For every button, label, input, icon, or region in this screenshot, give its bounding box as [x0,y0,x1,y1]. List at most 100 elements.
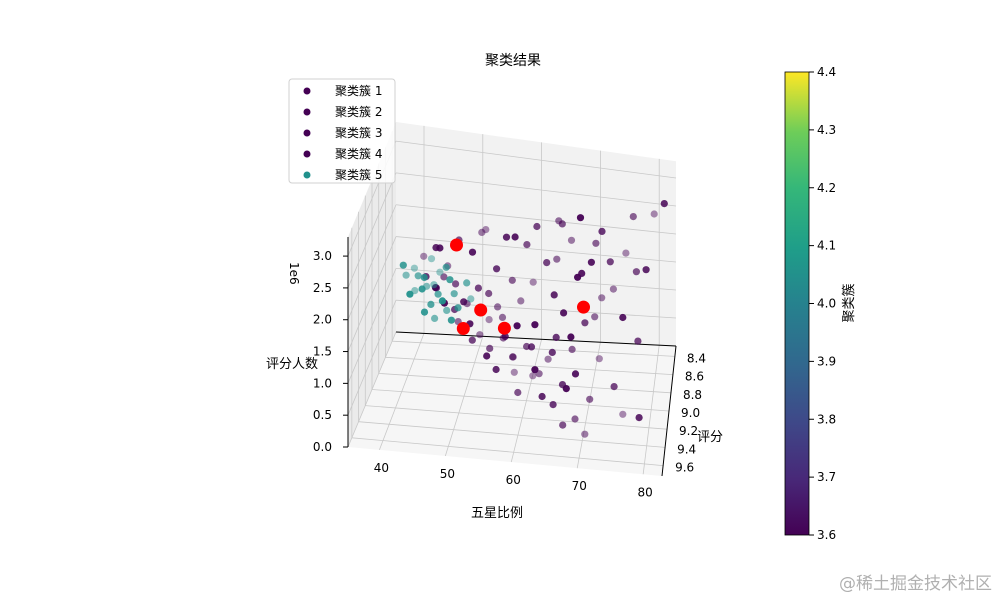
colorbar-tick-label: 4.3 [817,123,836,137]
data-point-teal [434,290,442,298]
colorbar-tick-label: 3.9 [817,354,836,368]
y-axis-line [395,331,677,347]
data-point-teal [420,273,428,282]
data-point-purple [440,273,448,281]
centroid-point [456,322,470,335]
data-point-teal [430,281,438,289]
colorbar-tick-label: 4.2 [817,181,836,195]
data-point-purple [592,239,600,247]
data-point-purple [510,368,518,376]
legend-label: 聚类簇 2 [335,104,382,119]
data-point-purple [550,291,558,299]
data-point-purple [527,343,536,351]
colorbar-tick-label: 4.0 [817,297,836,311]
data-point-purple [529,372,537,380]
data-point-teal [467,295,475,303]
data-point-purple [543,259,551,267]
centroid-point [497,321,511,335]
data-point-purple [468,336,476,344]
grid-line-x [351,437,664,466]
data-point-teal [436,268,444,276]
grid-line-x [385,356,673,375]
colorbar-gradient [784,71,810,536]
watermark: @稀土掘金技术社区 [839,574,992,594]
data-point-purple [598,294,606,302]
data-point-purple [511,233,519,241]
data-point-purple [531,321,539,329]
data-point-purple [581,319,589,327]
floor-pane [348,332,676,476]
x-tick-label: 8.4 [687,351,706,365]
data-point-purple [483,352,491,360]
x-axis-label: 评分 [697,430,723,445]
data-point-purple [595,355,603,363]
z-tick-label: 2.5 [313,281,332,295]
data-point-purple [581,430,589,438]
y-tick-label: 60 [506,473,521,487]
data-point-purple [492,365,500,374]
x-tick-label: 8.8 [683,388,702,402]
y-tick-label: 80 [638,485,653,499]
centroid-point [474,303,488,317]
data-point-teal [463,279,471,287]
legend-label: 聚类簇 4 [335,146,382,161]
legend-label: 聚类簇 3 [335,125,382,140]
data-point-purple [485,316,493,324]
data-point-teal [410,264,418,272]
data-point-purple [493,265,501,273]
data-point-purple [498,313,507,321]
data-point-purple [650,210,658,218]
data-point-purple [634,337,642,345]
data-point-purple [523,241,531,249]
z-offset-label: 1e6 [287,262,301,285]
legend: 聚类簇 1 聚类簇 2 聚类簇 3 聚类簇 4 聚类簇 5 [288,78,396,184]
legend-marker [303,150,311,158]
data-point-purple [533,222,541,231]
grid-line-z [395,267,677,291]
data-point-purple [508,353,517,361]
data-point-purple [558,220,566,228]
legend-label: 聚类簇 5 [335,167,382,182]
grid-line-z [395,236,677,263]
tick-labels: 0.0 0.5 1.0 1.5 2.0 2.5 3.0 40 50 60 70 80 8.4 8.6 8.8… [313,249,706,499]
data-point-purple [622,249,630,257]
data-point-teal [414,272,422,280]
data-point-purple [598,227,606,235]
data-point-purple [562,385,570,393]
data-point-teal [420,308,429,316]
colorbar-tick-label: 3.8 [817,412,836,426]
legend-marker [303,87,311,95]
data-point-purple [609,285,618,293]
data-point-purple [586,395,594,403]
colorbar: 3.6 3.7 3.8 3.9 4.0 4.1 4.2 4.3 4.4 聚类簇 [784,65,857,542]
data-point-purple [553,255,561,263]
data-point-purple [619,410,627,418]
data-point-purple [468,248,477,256]
y-tick-label: 40 [374,461,389,475]
z-tick-label: 1.5 [313,345,332,359]
y-axis-label: 五星比例 [471,506,523,521]
data-point-teal [423,282,431,290]
data-point-purple [514,388,522,397]
data-point-purple [629,213,637,221]
data-point-purple [535,370,543,378]
data-point-purple [571,370,580,378]
centroid-point [577,300,590,314]
x-tick-label: 8.6 [685,370,704,384]
data-point-purple [460,298,468,306]
data-point-purple [552,333,560,341]
data-point-purple [476,331,484,339]
grid-line-x [371,389,670,412]
data-point-purple [529,278,537,286]
y-tick-label: 50 [440,467,455,481]
data-point-purple [559,421,567,429]
z-tick-label: 0.0 [313,440,332,454]
data-point-purple [478,228,486,236]
legend-marker [303,108,311,116]
grid-line-x [358,421,666,448]
data-point-purple [474,284,482,292]
x-tick-label: 9.4 [677,442,696,456]
data-point-purple [508,276,516,284]
axes-lines [343,237,677,477]
